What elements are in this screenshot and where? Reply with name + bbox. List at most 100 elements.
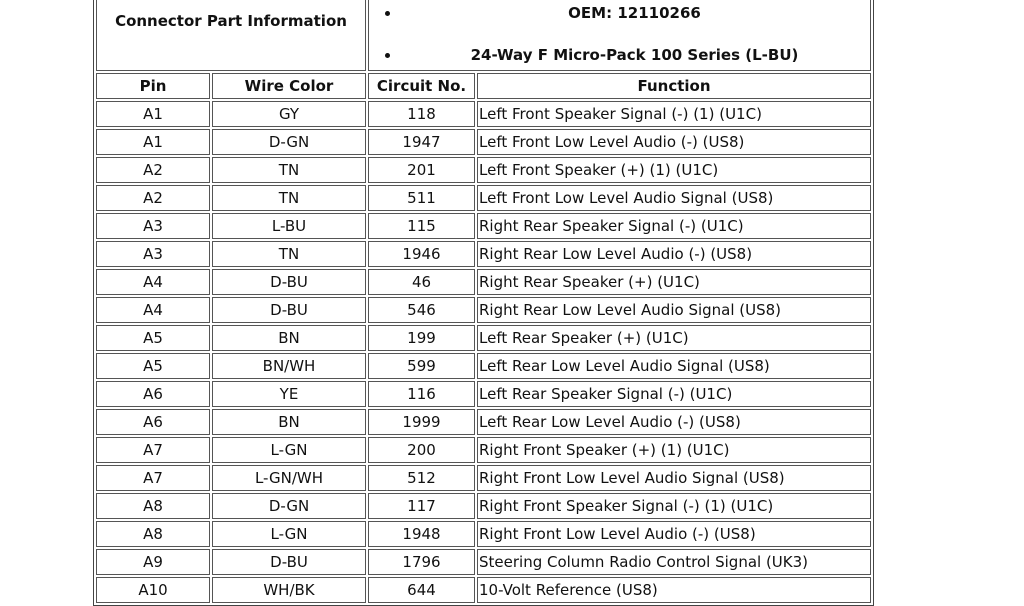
table-row: A8 D-GN 117 Right Front Speaker Signal (-) … <box>96 493 871 519</box>
table-row: A7 L-GN/WH 512 Right Front Low Level Audio … <box>96 465 871 491</box>
function-cell: Left Front Low Level Audio (-) (US8) <box>477 129 871 155</box>
function-cell: Right Front Low Level Audio (-) (US8) <box>477 521 871 547</box>
circuit-no-cell: 512 <box>368 465 475 491</box>
circuit-no-cell: 546 <box>368 297 475 323</box>
wire-color-cell: D-BU <box>212 297 366 323</box>
pin-cell: A8 <box>96 521 210 547</box>
circuit-no-cell: 1946 <box>368 241 475 267</box>
function-cell: Right Rear Speaker Signal (-) (U1C) <box>477 213 871 239</box>
wire-color-cell: D-BU <box>212 269 366 295</box>
pin-cell: A2 <box>96 185 210 211</box>
table-row: A8 L-GN 1948 Right Front Low Level Audio (-… <box>96 521 871 547</box>
circuit-no-cell: 117 <box>368 493 475 519</box>
wire-color-cell: D-GN <box>212 493 366 519</box>
circuit-no-cell: 644 <box>368 577 475 603</box>
circuit-no-cell: 511 <box>368 185 475 211</box>
pin-cell: A5 <box>96 325 210 351</box>
table-row: A6 BN 1999 Left Rear Low Level Audio (-) (U… <box>96 409 871 435</box>
circuit-no-cell: 201 <box>368 157 475 183</box>
table-row: A5 BN 199 Left Rear Speaker (+) (U1C) <box>96 325 871 351</box>
function-cell: Left Rear Low Level Audio (-) (US8) <box>477 409 871 435</box>
pin-cell: A9 <box>96 549 210 575</box>
function-cell: Left Rear Speaker (+) (U1C) <box>477 325 871 351</box>
wire-color-cell: L-GN <box>212 437 366 463</box>
table-row: A7 L-GN 200 Right Front Speaker (+) (1) (U1… <box>96 437 871 463</box>
pin-cell: A1 <box>96 101 210 127</box>
pin-cell: A6 <box>96 381 210 407</box>
table-row: A1 D-GN 1947 Left Front Low Level Audio (-)… <box>96 129 871 155</box>
wire-color-cell: WH/BK <box>212 577 366 603</box>
header-row: Pin Wire Color Circuit No. Function <box>96 73 871 99</box>
function-cell: Right Rear Speaker (+) (U1C) <box>477 269 871 295</box>
table-row: A3 TN 1946 Right Rear Low Level Audio (-) (… <box>96 241 871 267</box>
function-cell: Right Front Low Level Audio Signal (US8) <box>477 465 871 491</box>
function-cell: 10-Volt Reference (US8) <box>477 577 871 603</box>
wire-color-cell: L-GN/WH <box>212 465 366 491</box>
wire-color-cell: D-GN <box>212 129 366 155</box>
table-row: A6 YE 116 Left Rear Speaker Signal (-) (U1C… <box>96 381 871 407</box>
pin-cell: A4 <box>96 297 210 323</box>
pin-cell: A8 <box>96 493 210 519</box>
pin-cell: A3 <box>96 241 210 267</box>
circuit-no-cell: 116 <box>368 381 475 407</box>
circuit-no-cell: 199 <box>368 325 475 351</box>
circuit-no-cell: 46 <box>368 269 475 295</box>
connector-info-values: OEM: 12110266 24-Way F Micro-Pack 100 Se… <box>368 0 871 71</box>
pin-cell: A3 <box>96 213 210 239</box>
function-cell: Left Front Speaker (+) (1) (U1C) <box>477 157 871 183</box>
table-row: A4 D-BU 546 Right Rear Low Level Audio Sign… <box>96 297 871 323</box>
table-row: A5 BN/WH 599 Left Rear Low Level Audio Sign… <box>96 353 871 379</box>
pin-cell: A4 <box>96 269 210 295</box>
pin-cell: A6 <box>96 409 210 435</box>
wire-color-cell: D-BU <box>212 549 366 575</box>
circuit-no-cell: 1948 <box>368 521 475 547</box>
connector-type: 24-Way F Micro-Pack 100 Series (L-BU) <box>401 44 868 66</box>
function-cell: Left Rear Low Level Audio Signal (US8) <box>477 353 871 379</box>
function-cell: Right Front Speaker (+) (1) (U1C) <box>477 437 871 463</box>
oem-part-number: OEM: 12110266 <box>401 2 868 24</box>
wire-color-cell: L-BU <box>212 213 366 239</box>
circuit-no-cell: 1999 <box>368 409 475 435</box>
circuit-no-cell: 118 <box>368 101 475 127</box>
wire-color-cell: TN <box>212 185 366 211</box>
pin-cell: A2 <box>96 157 210 183</box>
circuit-no-cell: 115 <box>368 213 475 239</box>
header-function: Function <box>477 73 871 99</box>
header-wire-color: Wire Color <box>212 73 366 99</box>
wire-color-cell: TN <box>212 157 366 183</box>
pin-cell: A7 <box>96 465 210 491</box>
pin-cell: A7 <box>96 437 210 463</box>
function-cell: Right Front Speaker Signal (-) (1) (U1C) <box>477 493 871 519</box>
table-row: A4 D-BU 46 Right Rear Speaker (+) (U1C) <box>96 269 871 295</box>
function-cell: Left Rear Speaker Signal (-) (U1C) <box>477 381 871 407</box>
wire-color-cell: TN <box>212 241 366 267</box>
wire-color-cell: BN/WH <box>212 353 366 379</box>
table-row: A9 D-BU 1796 Steering Column Radio Control … <box>96 549 871 575</box>
wire-color-cell: YE <box>212 381 366 407</box>
wire-color-cell: L-GN <box>212 521 366 547</box>
pin-cell: A1 <box>96 129 210 155</box>
pin-cell: A5 <box>96 353 210 379</box>
connector-info-label: Connector Part Information <box>96 0 366 71</box>
function-cell: Left Front Low Level Audio Signal (US8) <box>477 185 871 211</box>
connector-info-row: Connector Part Information OEM: 12110266… <box>96 0 871 71</box>
wire-color-cell: BN <box>212 409 366 435</box>
circuit-no-cell: 200 <box>368 437 475 463</box>
function-cell: Steering Column Radio Control Signal (UK… <box>477 549 871 575</box>
circuit-no-cell: 1947 <box>368 129 475 155</box>
circuit-no-cell: 599 <box>368 353 475 379</box>
wire-color-cell: BN <box>212 325 366 351</box>
table-row: A3 L-BU 115 Right Rear Speaker Signal (-) (… <box>96 213 871 239</box>
circuit-no-cell: 1796 <box>368 549 475 575</box>
table-row: A10 WH/BK 644 10-Volt Reference (US8) <box>96 577 871 603</box>
pin-cell: A10 <box>96 577 210 603</box>
function-cell: Right Rear Low Level Audio (-) (US8) <box>477 241 871 267</box>
connector-pinout-table: Connector Part Information OEM: 12110266… <box>93 0 874 606</box>
table-row: A1 GY 118 Left Front Speaker Signal (-) (1)… <box>96 101 871 127</box>
wire-color-cell: GY <box>212 101 366 127</box>
table-row: A2 TN 511 Left Front Low Level Audio Signal… <box>96 185 871 211</box>
table-row: A2 TN 201 Left Front Speaker (+) (1) (U1C) <box>96 157 871 183</box>
header-pin: Pin <box>96 73 210 99</box>
function-cell: Left Front Speaker Signal (-) (1) (U1C) <box>477 101 871 127</box>
function-cell: Right Rear Low Level Audio Signal (US8) <box>477 297 871 323</box>
